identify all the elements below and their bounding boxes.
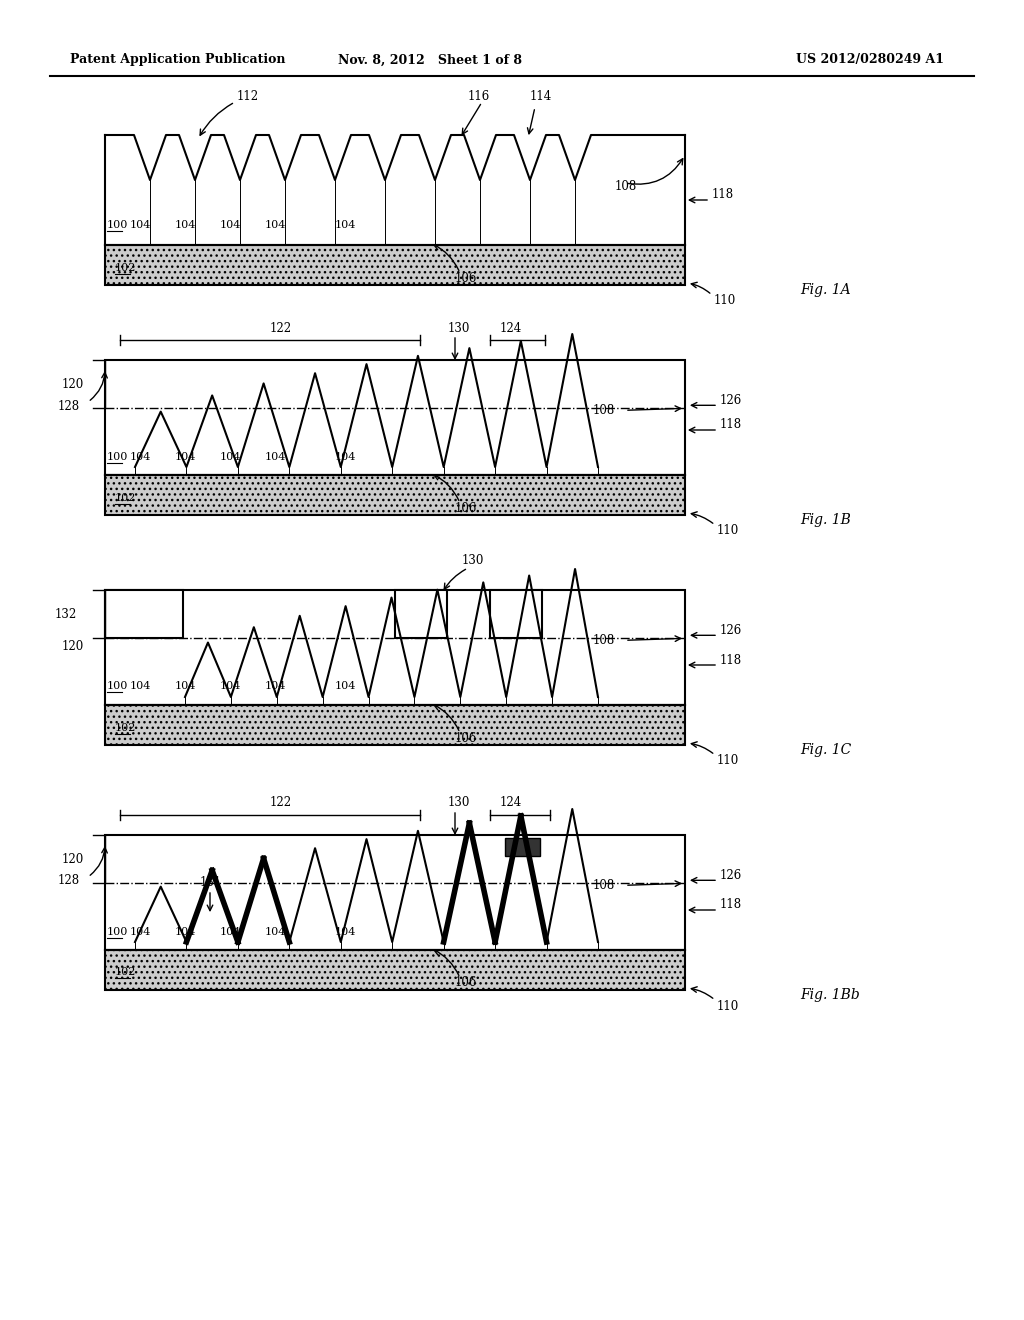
Text: 104: 104 [220, 681, 242, 690]
Text: 130: 130 [449, 796, 470, 809]
Text: 124: 124 [500, 796, 522, 809]
Text: 104: 104 [130, 451, 152, 462]
Text: 118: 118 [720, 899, 742, 912]
Text: 116: 116 [468, 91, 490, 103]
Text: 108: 108 [593, 634, 615, 647]
Text: 131: 131 [200, 876, 222, 890]
Text: 104: 104 [175, 220, 197, 230]
Text: 120: 120 [62, 378, 84, 391]
Text: 132: 132 [55, 607, 77, 620]
Text: 110: 110 [717, 999, 739, 1012]
Text: 118: 118 [720, 418, 742, 432]
Bar [490, 590, 542, 639]
Bar [105, 705, 685, 744]
Bar [105, 590, 685, 705]
Text: 104: 104 [265, 220, 287, 230]
Text: 122: 122 [270, 796, 292, 809]
Bar [105, 950, 685, 990]
Text: 104: 104 [130, 681, 152, 690]
Text: 100: 100 [106, 220, 128, 230]
Bar [105, 475, 685, 515]
Text: 104: 104 [175, 451, 197, 462]
Bar [105, 590, 183, 639]
Text: 104: 104 [220, 220, 242, 230]
Text: 104: 104 [335, 927, 356, 937]
Bar [395, 590, 447, 639]
Text: 126: 126 [720, 869, 742, 882]
Text: Nov. 8, 2012   Sheet 1 of 8: Nov. 8, 2012 Sheet 1 of 8 [338, 54, 522, 66]
Text: 106: 106 [455, 272, 477, 285]
Text: 110: 110 [717, 524, 739, 537]
Text: 104: 104 [335, 681, 356, 690]
Text: Patent Application Publication: Patent Application Publication [70, 54, 286, 66]
Text: Fig. 1A: Fig. 1A [800, 282, 851, 297]
Text: 120: 120 [62, 853, 84, 866]
Text: 128: 128 [58, 874, 80, 887]
Text: 126: 126 [720, 624, 742, 636]
Text: US 2012/0280249 A1: US 2012/0280249 A1 [796, 54, 944, 66]
Text: 100: 100 [106, 451, 128, 462]
Text: 104: 104 [220, 927, 242, 937]
Text: 108: 108 [593, 879, 615, 892]
Text: 104: 104 [175, 681, 197, 690]
Text: 106: 106 [455, 977, 477, 990]
Text: Fig. 1C: Fig. 1C [800, 743, 851, 756]
Text: 108: 108 [593, 404, 615, 417]
Bar [105, 360, 685, 475]
Text: 108: 108 [615, 181, 637, 194]
Text: 120: 120 [62, 640, 84, 653]
Text: 102: 102 [115, 263, 136, 273]
Text: Fig. 1B: Fig. 1B [800, 513, 851, 527]
Bar [505, 838, 540, 855]
Text: 102: 102 [115, 492, 136, 503]
Text: 104: 104 [335, 220, 356, 230]
Text: 110: 110 [717, 755, 739, 767]
Text: 104: 104 [175, 927, 197, 937]
Text: 122: 122 [270, 322, 292, 334]
Text: 130: 130 [449, 322, 470, 334]
Text: 118: 118 [720, 653, 742, 667]
Bar [105, 836, 685, 950]
Bar [105, 246, 685, 285]
Text: 104: 104 [265, 451, 287, 462]
Text: 100: 100 [106, 927, 128, 937]
Text: 104: 104 [335, 451, 356, 462]
Text: 110: 110 [714, 294, 736, 308]
Text: 100: 100 [106, 681, 128, 690]
Text: 118: 118 [712, 189, 734, 202]
Text: Fig. 1Bb: Fig. 1Bb [800, 987, 860, 1002]
Text: 102: 102 [115, 968, 136, 977]
Text: 128: 128 [58, 400, 80, 412]
Text: 104: 104 [265, 681, 287, 690]
Text: 126: 126 [720, 393, 742, 407]
Text: 104: 104 [130, 220, 152, 230]
Text: 112: 112 [237, 91, 259, 103]
Text: 114: 114 [530, 91, 552, 103]
Text: 104: 104 [220, 451, 242, 462]
Text: 102: 102 [115, 723, 136, 733]
Text: 104: 104 [130, 927, 152, 937]
Text: 124: 124 [500, 322, 522, 334]
Text: 104: 104 [265, 927, 287, 937]
Text: 130: 130 [462, 553, 484, 566]
Text: 106: 106 [455, 502, 477, 515]
Text: 106: 106 [455, 731, 477, 744]
